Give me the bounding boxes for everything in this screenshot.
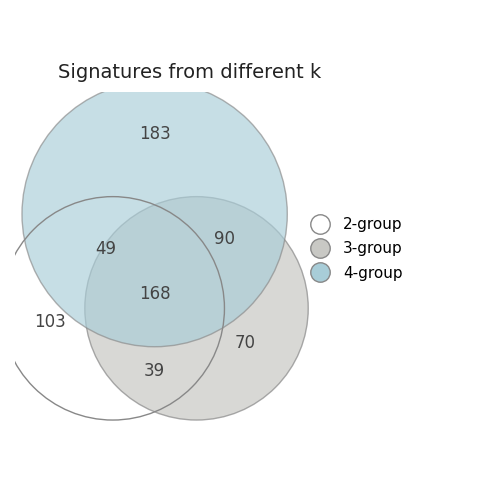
Text: 168: 168 bbox=[139, 285, 170, 303]
Text: 39: 39 bbox=[144, 362, 165, 380]
Circle shape bbox=[22, 82, 287, 347]
Text: 70: 70 bbox=[235, 334, 256, 352]
Circle shape bbox=[85, 197, 308, 420]
Text: 183: 183 bbox=[139, 125, 170, 143]
Legend: 2-group, 3-group, 4-group: 2-group, 3-group, 4-group bbox=[299, 211, 409, 287]
Text: 103: 103 bbox=[34, 313, 66, 331]
Text: 90: 90 bbox=[214, 229, 235, 247]
Title: Signatures from different k: Signatures from different k bbox=[58, 63, 321, 82]
Text: 49: 49 bbox=[95, 240, 116, 258]
